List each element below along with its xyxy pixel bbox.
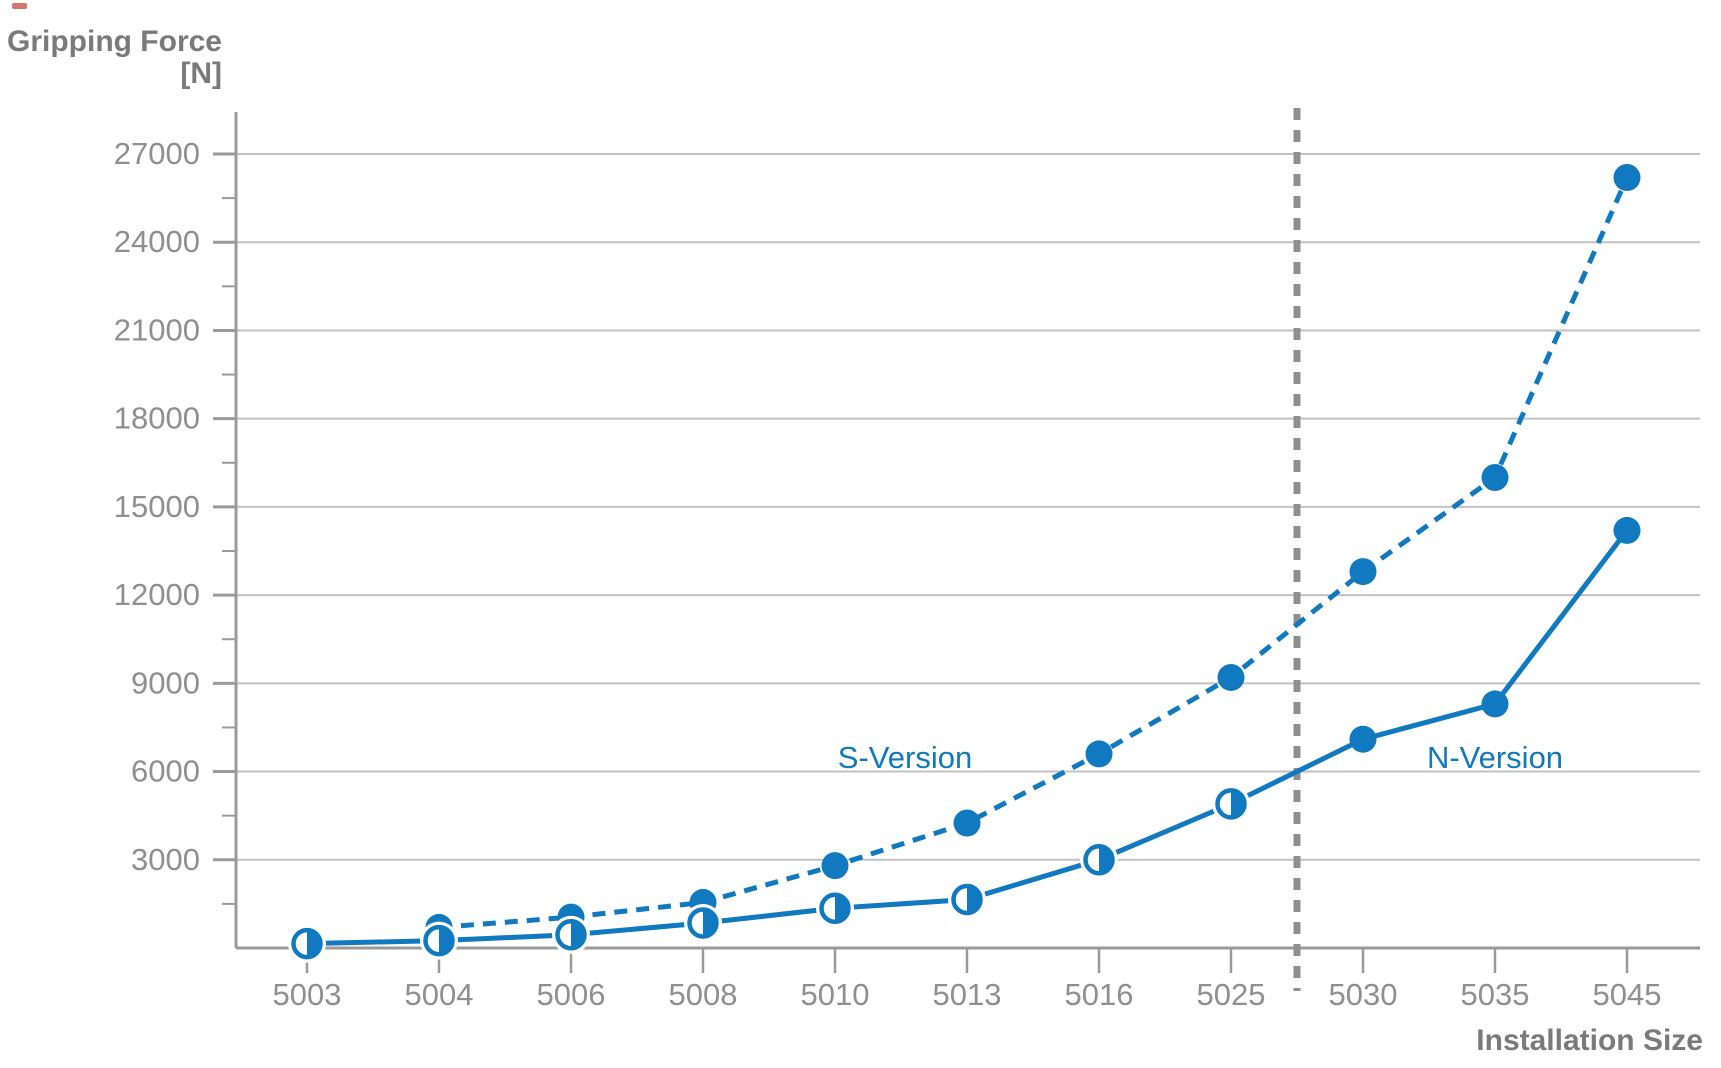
x-tick-label: 5030 (1329, 977, 1398, 1012)
x-tick-label: 5035 (1461, 977, 1530, 1012)
y-tick-label: 12000 (114, 577, 200, 612)
series-label-s: S-Version (838, 740, 972, 775)
y-axis-title-unit: [N] (180, 57, 222, 90)
data-point-n-5008 (687, 907, 719, 939)
data-point-n-5016 (1083, 844, 1115, 876)
x-axis-title: Installation Size (1476, 1024, 1703, 1057)
x-tick-label: 5016 (1065, 977, 1134, 1012)
y-tick-label: 18000 (114, 401, 200, 436)
x-tick-label: 5003 (273, 977, 342, 1012)
y-tick-label: 9000 (131, 665, 200, 700)
y-tick-label: 27000 (114, 136, 200, 171)
x-tick-label: 5008 (669, 977, 738, 1012)
x-tick-label: 5045 (1593, 977, 1662, 1012)
y-tick-label: 21000 (114, 312, 200, 347)
x-tick-label: 5004 (405, 977, 474, 1012)
data-point-n-5035 (1481, 690, 1509, 718)
data-point-s-5035 (1481, 463, 1509, 491)
data-point-n-5025 (1215, 788, 1247, 820)
x-tick-label: 5025 (1197, 977, 1266, 1012)
data-point-s-5016 (1085, 740, 1113, 768)
data-point-n-5006 (555, 919, 587, 951)
data-point-s-5045 (1613, 164, 1641, 192)
data-point-n-5010 (819, 892, 851, 925)
data-point-s-5010 (821, 852, 849, 880)
data-point-n-5030 (1349, 725, 1377, 753)
data-point-n-5013 (951, 883, 983, 916)
x-tick-label: 5010 (801, 977, 870, 1012)
y-tick-label: 3000 (131, 842, 200, 877)
series-label-n: N-Version (1427, 740, 1563, 775)
scan-artifact (12, 3, 27, 9)
data-point-s-5013 (953, 809, 981, 837)
data-point-s-5030 (1349, 558, 1377, 586)
y-axis-title-text: Gripping Force (6, 25, 222, 58)
y-axis-title: Gripping Force [N] (0, 26, 222, 90)
s-version-line (438, 176, 1630, 930)
data-point-n-5004 (423, 924, 455, 957)
data-point-s-5025 (1217, 663, 1245, 691)
y-tick-label: 15000 (114, 489, 200, 524)
x-tick-label: 5013 (933, 977, 1002, 1012)
y-tick-label: 6000 (131, 754, 200, 789)
y-tick-label: 24000 (114, 224, 200, 259)
data-point-n-5003 (291, 927, 323, 960)
data-point-n-5045 (1613, 516, 1641, 544)
x-tick-label: 5006 (537, 977, 606, 1012)
